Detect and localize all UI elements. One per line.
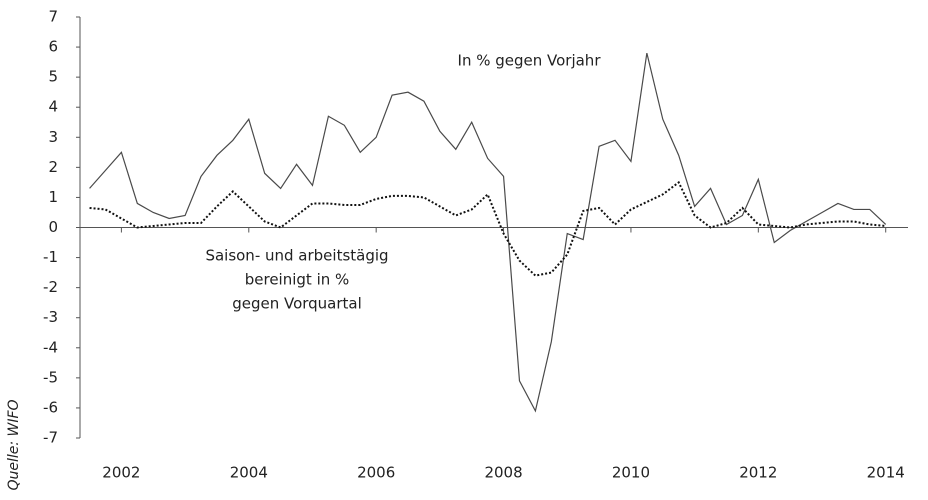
y-tick-label: -2 xyxy=(43,278,58,296)
x-tick-label: 2008 xyxy=(484,464,522,482)
annotation: bereinigt in % xyxy=(245,271,350,289)
y-tick-label: 4 xyxy=(48,98,58,116)
x-tick-label: 2010 xyxy=(612,464,650,482)
y-tick-label: 1 xyxy=(48,188,58,206)
y-tick-label: 2 xyxy=(48,158,58,176)
y-tick-label: -1 xyxy=(43,248,58,266)
source: Quelle: WIFO xyxy=(6,399,22,490)
annotation: gegen Vorquartal xyxy=(232,295,362,313)
x-tick-label: 2002 xyxy=(102,464,140,482)
y-tick-label: 0 xyxy=(48,218,58,236)
x-tick-label: 2006 xyxy=(357,464,395,482)
x-tick-label: 2014 xyxy=(867,464,905,482)
x-tick-label: 2012 xyxy=(739,464,777,482)
y-tick-label: 6 xyxy=(48,38,58,56)
annotation: Saison- und arbeitstägig xyxy=(205,247,388,265)
y-tick-label: 5 xyxy=(48,68,58,86)
y-tick-label: -4 xyxy=(43,338,58,356)
y-tick-label: -7 xyxy=(43,429,58,447)
y-tick-label: -6 xyxy=(43,398,58,416)
x-tick-label: 2004 xyxy=(230,464,268,482)
y-tick-label: -5 xyxy=(43,368,58,386)
y-tick-label: -3 xyxy=(43,308,58,326)
y-tick-label: 3 xyxy=(48,128,58,146)
y-tick-label: 7 xyxy=(48,8,58,26)
series-line xyxy=(89,52,887,413)
annotation: In % gegen Vorjahr xyxy=(458,52,602,70)
